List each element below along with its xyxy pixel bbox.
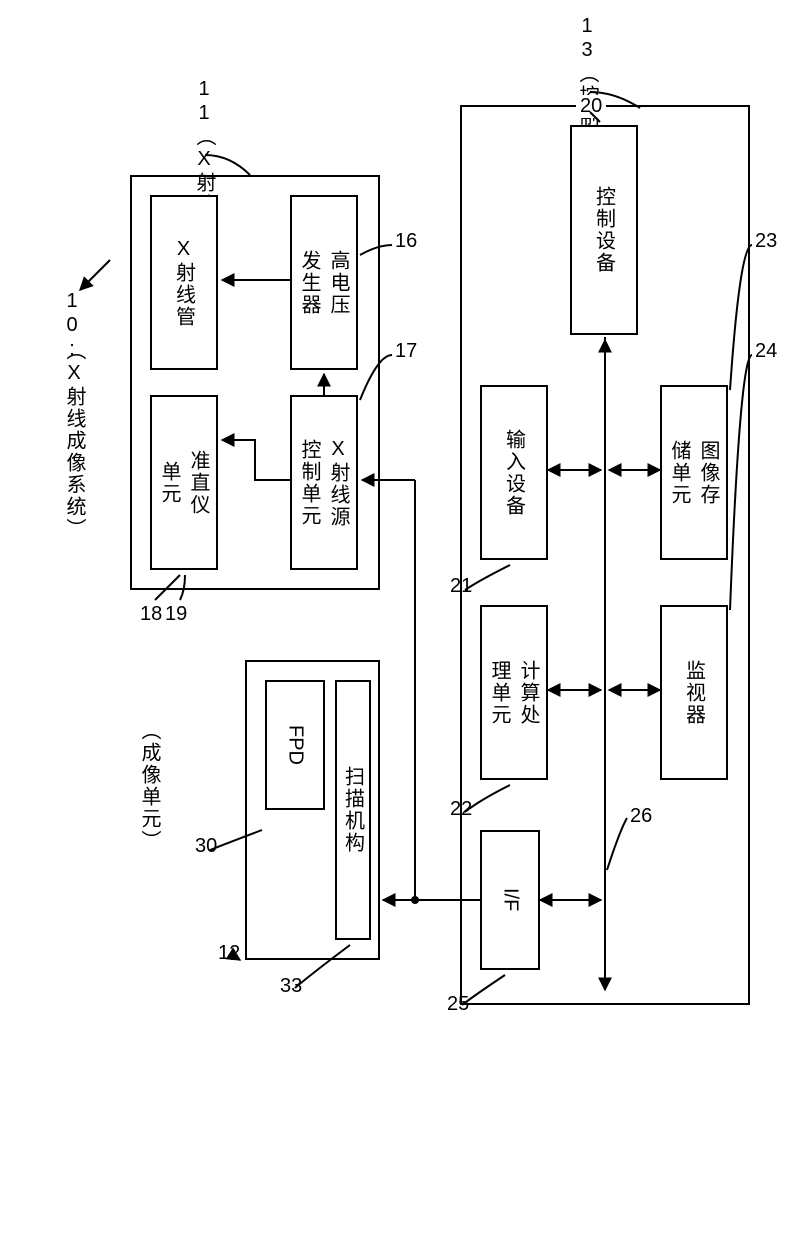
hv-gen-box: 高电压 发生器 — [290, 195, 358, 370]
block-diagram: 10: （X射线成像系统） 11（X射线源） X射线管 18 高电压 发生器 1… — [0, 0, 800, 1240]
scan-label: 扫描机构 — [339, 766, 368, 854]
scan-id: 33 — [280, 975, 302, 998]
collimator-id: 19 — [165, 603, 187, 626]
src-ctrl-label: X射线源 控制单元 — [295, 438, 353, 528]
hv-gen-id: 16 — [395, 230, 417, 253]
iface-id: 25 — [447, 993, 469, 1016]
xray-tube-label: X射线管 — [170, 238, 199, 328]
iface-box: I/F — [480, 830, 540, 970]
calc-box: 计算处 理单元 — [480, 605, 548, 780]
xray-source-id: 11 — [193, 78, 215, 126]
xray-tube-id: 18 — [140, 603, 162, 626]
src-ctrl-box: X射线源 控制单元 — [290, 395, 358, 570]
calc-label: 计算处 理单元 — [485, 660, 543, 726]
monitor-box: 监视器 — [660, 605, 728, 780]
scan-box: 扫描机构 — [335, 680, 371, 940]
input-dev-id: 21 — [450, 575, 472, 598]
xray-tube-box: X射线管 — [150, 195, 218, 370]
monitor-id: 24 — [755, 340, 777, 363]
input-dev-label: 输入设备 — [500, 429, 529, 517]
bus-id: 26 — [630, 805, 652, 828]
system-name: （X射线成像系统） — [60, 340, 89, 540]
hv-gen-label: 高电压 发生器 — [295, 250, 353, 316]
collimator-box: 准直仪 单元 — [150, 395, 218, 570]
imaging-unit-name: （成像单元） — [135, 720, 164, 852]
img-store-box: 图像存 储单元 — [660, 385, 728, 560]
ctrl-dev-id: 20 — [576, 95, 606, 118]
collimator-label: 准直仪 单元 — [155, 450, 213, 516]
fpd-id: 30 — [195, 835, 217, 858]
monitor-label: 监视器 — [680, 660, 709, 726]
ctrl-dev-label: 控制设备 — [590, 186, 619, 274]
ctrl-dev-box: 控制设备 — [570, 125, 638, 335]
calc-id: 22 — [450, 798, 472, 821]
fpd-label: FPD — [284, 725, 307, 765]
imaging-unit-id: 12 — [218, 942, 240, 965]
iface-label: I/F — [499, 888, 522, 911]
img-store-label: 图像存 储单元 — [665, 440, 723, 506]
console-id: 13 — [576, 15, 598, 63]
src-ctrl-id: 17 — [395, 340, 417, 363]
img-store-id: 23 — [755, 230, 777, 253]
input-dev-box: 输入设备 — [480, 385, 548, 560]
fpd-box: FPD — [265, 680, 325, 810]
